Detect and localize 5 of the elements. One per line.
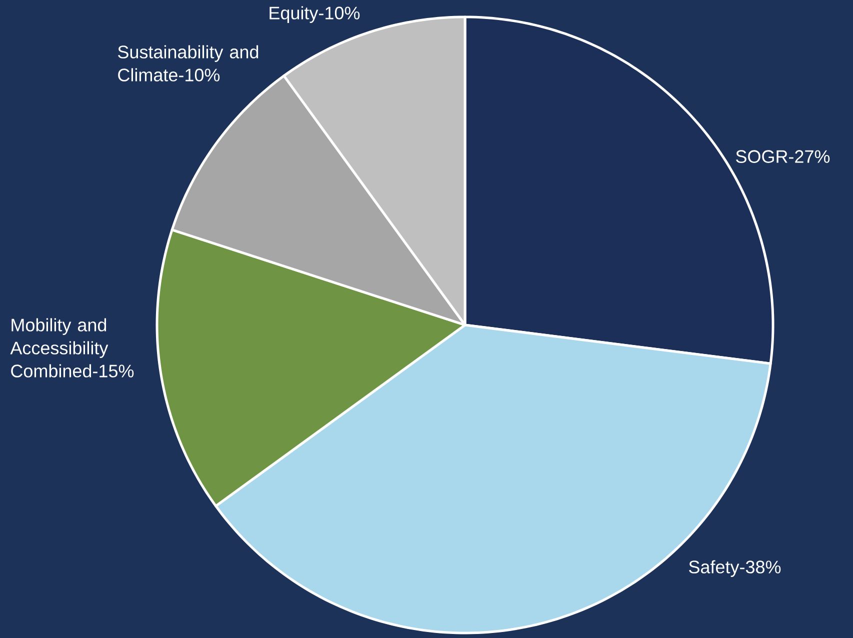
slice-label: Equity-10% [270,6,360,23]
slice-label: Mobility and Accessibility Combined-15% [10,318,134,378]
slice-label: SOGR-27% [736,150,830,163]
slice-label: Sustainability and Climate-10% [118,45,258,82]
slice-label: Safety-38% [689,560,781,577]
